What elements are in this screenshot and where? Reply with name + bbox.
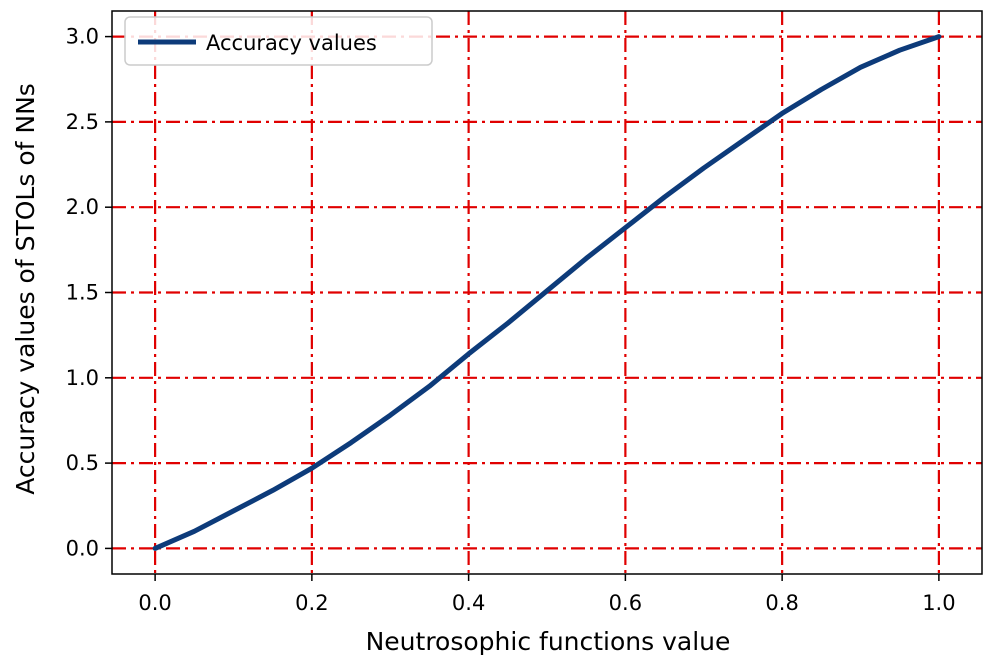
y-tick-label-1: 0.5: [66, 451, 99, 475]
y-axis-label: Accuracy values of STOLs of NNs: [11, 83, 40, 495]
series-line-0: [152, 34, 942, 551]
legend-label-accuracy: Accuracy values: [206, 31, 377, 55]
y-tick-label-6: 3.0: [66, 25, 99, 49]
y-tick-label-4: 2.0: [66, 195, 99, 219]
x-tick-label-4: 0.8: [765, 591, 798, 615]
x-axis-label: Neutrosophic functions value: [366, 627, 731, 656]
x-tick-label-0: 0.0: [138, 591, 171, 615]
x-tick-label-1: 0.2: [295, 591, 328, 615]
plot-frame: [111, 10, 983, 575]
y-tick-label-5: 2.5: [66, 110, 99, 134]
axis-ticks: 0.0 0.2 0.4 0.6 0.8 1.0 0.0 0.5 1.0 1.5 2.0 2.5 3.0: [66, 25, 956, 615]
x-tick-label-5: 1.0: [922, 591, 955, 615]
series-layer: [152, 34, 942, 551]
x-tick-label-3: 0.6: [609, 591, 642, 615]
legend-box: [124, 16, 433, 66]
y-tick-label-3: 1.5: [66, 281, 99, 305]
y-tick-label-2: 1.0: [66, 366, 99, 390]
legend: Accuracy values: [124, 16, 433, 66]
y-tick-label-0: 0.0: [66, 536, 99, 560]
x-tick-label-2: 0.4: [452, 591, 485, 615]
